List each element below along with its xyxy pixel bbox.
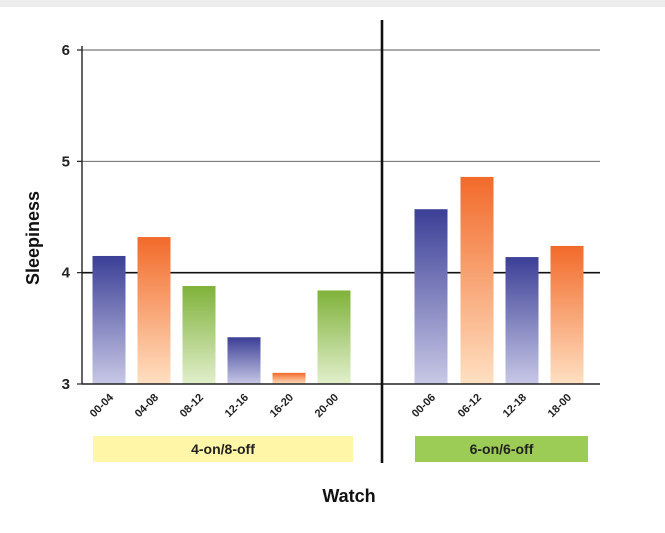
bar-12-16: [227, 337, 261, 384]
group-label-2: 6-on/6-off: [470, 441, 534, 457]
x-tick-label-12-16: 12-16: [223, 392, 251, 420]
bar-04-08: [137, 237, 171, 384]
x-tick-label-00-04: 00-04: [88, 391, 117, 420]
x-tick-label-08-12: 08-12: [178, 392, 206, 420]
y-tick-label-6: 6: [62, 42, 70, 59]
bar-layer: [92, 176, 584, 384]
bar-18-00: [550, 245, 584, 384]
bar-08-12: [182, 286, 216, 384]
y-tick-label-3: 3: [62, 376, 70, 393]
x-tick-label-06-12: 06-12: [456, 392, 484, 420]
bar-16-20: [272, 372, 306, 384]
bar-12-18: [505, 257, 539, 384]
bar-20-00: [317, 290, 351, 384]
axis-layer: [77, 20, 600, 463]
group-band-2: [415, 436, 588, 462]
y-tick-label-4: 4: [62, 265, 71, 282]
bar-06-12: [460, 176, 494, 384]
y-axis-label: Sleepiness: [23, 191, 43, 285]
x-tick-label-00-06: 00-06: [410, 392, 438, 420]
x-tick-label-20-00: 20-00: [313, 392, 341, 420]
bar-00-06: [414, 209, 448, 384]
top-bar: [0, 0, 665, 7]
label-layer: 3 4 5 6 00-04 04-08 08-12 12-16 16-20 20-00 4-on/8…: [62, 42, 588, 462]
x-tick-label-04-08: 04-08: [133, 392, 161, 420]
x-tick-label-18-00: 18-00: [546, 392, 574, 420]
x-axis-label: Watch: [322, 486, 375, 506]
group-band-1: [93, 436, 353, 462]
y-tick-label-5: 5: [62, 153, 70, 170]
bar-00-04: [92, 255, 126, 384]
group-label-1: 4-on/8-off: [191, 441, 255, 457]
x-tick-label-12-18: 12-18: [501, 392, 529, 420]
x-tick-label-16-20: 16-20: [268, 392, 296, 420]
